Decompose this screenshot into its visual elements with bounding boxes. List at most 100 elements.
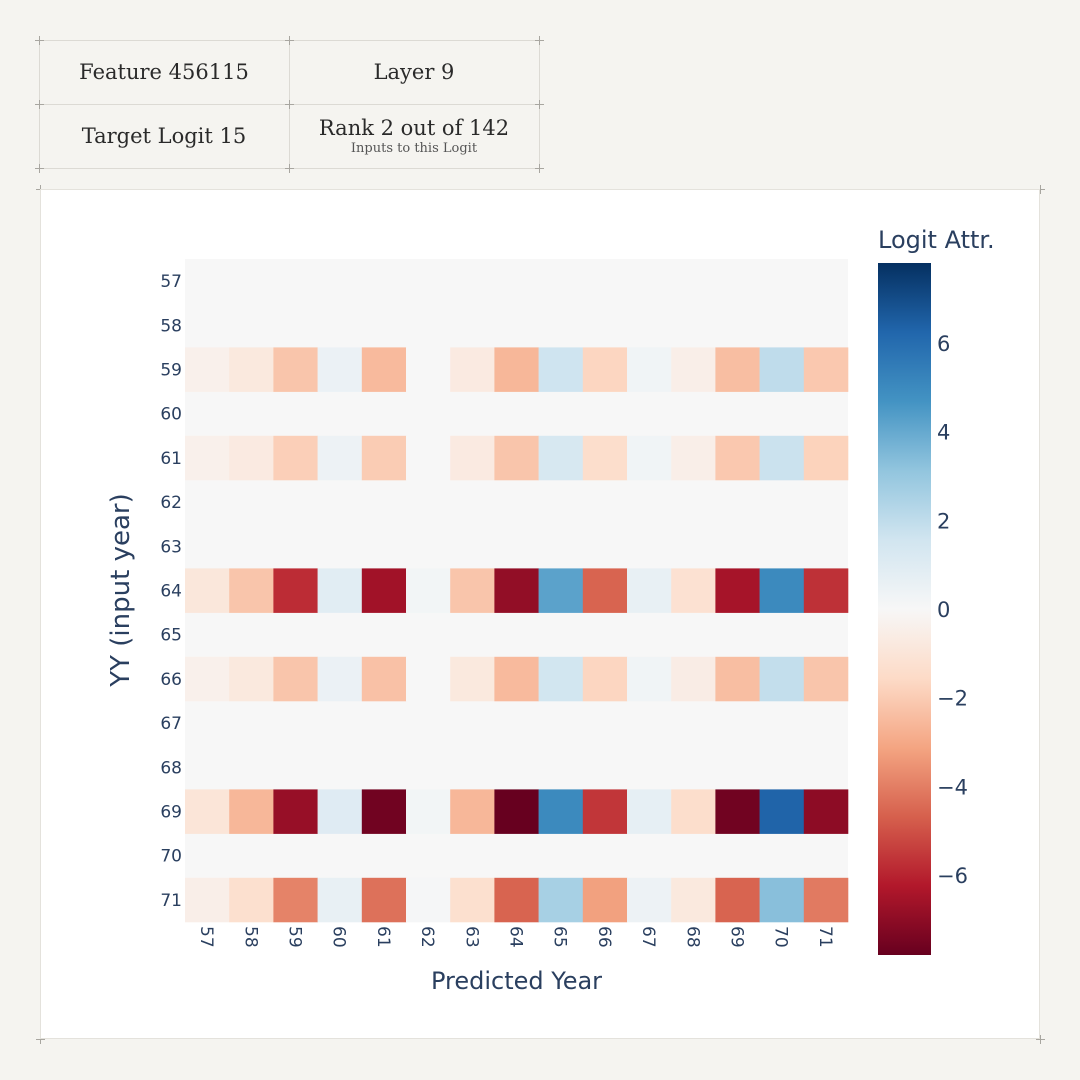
y-tick-label: 58: [160, 316, 182, 336]
heatmap-cell: [803, 435, 849, 481]
y-tick-label: 70: [160, 847, 182, 867]
heatmap-cell: [273, 347, 318, 392]
heatmap-cell: [759, 568, 805, 613]
y-axis-title: YY (input year): [106, 493, 136, 687]
y-tick-label: 69: [160, 803, 182, 823]
corner-mark: [35, 1034, 45, 1044]
rank-cell: Rank 2 out of 142 Inputs to this Logit: [288, 103, 540, 169]
corner-mark: [34, 99, 44, 109]
feature-info-table: Feature 456115 Layer 9 Target Logit 15 R…: [38, 39, 540, 169]
corner-mark: [534, 163, 544, 173]
heatmap-cell: [759, 789, 805, 834]
corner-mark: [284, 35, 294, 45]
heatmap-cell: [627, 435, 672, 481]
heatmap-cell: [538, 347, 584, 392]
heatmap-cell: [627, 789, 672, 834]
colorbar: [878, 263, 931, 955]
heatmap-cell: [229, 568, 274, 613]
heatmap-cell: [450, 877, 495, 923]
x-tick-label: 57: [196, 926, 216, 948]
y-tick-label: 59: [160, 361, 182, 381]
heatmap-cell: [582, 435, 628, 481]
y-tick-label: 60: [160, 405, 182, 425]
heatmap-cell: [627, 568, 672, 613]
chart-card: 57 58 59 60 61 62 63 64 65 66 67 68 69 70 71 57 58 59 60 6…: [40, 189, 1040, 1039]
corner-mark: [534, 99, 544, 109]
heatmap-cell: [671, 347, 716, 392]
colorbar-tick-label: 2: [937, 509, 950, 533]
heatmap-cell: [229, 435, 274, 481]
heatmap-cell: [494, 435, 539, 481]
layer-label: Layer 9: [373, 60, 455, 84]
heatmap-cell: [229, 877, 274, 923]
heatmap-cell: [494, 347, 539, 392]
heatmap-cell: [759, 656, 805, 702]
heatmap-cell: [538, 789, 584, 834]
y-tick-label: 62: [160, 493, 182, 513]
heatmap-cell: [759, 347, 805, 392]
heatmap-cell: [759, 435, 805, 481]
rank-label: Rank 2 out of 142: [318, 116, 510, 140]
heatmap-cell: [715, 435, 760, 481]
heatmap-cell: [494, 877, 539, 923]
heatmap-cell: [406, 435, 451, 481]
x-tick-label: 65: [550, 926, 570, 948]
x-tick-label: 58: [240, 926, 260, 948]
corner-mark: [1035, 1034, 1045, 1044]
heatmap-cell: [317, 656, 363, 702]
heatmap-cell: [715, 877, 760, 923]
heatmap-cell: [582, 568, 628, 613]
heatmap-cell: [185, 656, 230, 702]
heatmap-cell: [185, 347, 230, 392]
x-tick-label: 59: [285, 926, 305, 948]
heatmap-cell: [361, 877, 407, 923]
heatmap-cell: [627, 877, 672, 923]
x-tick-label: 66: [594, 926, 614, 948]
corner-mark: [34, 35, 44, 45]
heatmap-cell: [582, 789, 628, 834]
x-tick-label: 61: [373, 926, 393, 948]
heatmap-cell: [582, 656, 628, 702]
x-axis-title: Predicted Year: [431, 967, 602, 995]
x-tick-label: 64: [506, 926, 526, 948]
heatmap-cell: [671, 568, 716, 613]
corner-mark: [1035, 184, 1045, 194]
colorbar-tick-label: 6: [937, 332, 950, 356]
heatmap-cell: [671, 435, 716, 481]
heatmap-cell: [185, 568, 230, 613]
colorbar-tick-label: 4: [937, 421, 950, 445]
heatmap-cell: [803, 568, 849, 613]
heatmap-cell: [229, 789, 274, 834]
feature-label: Feature 456115: [79, 60, 249, 84]
colorbar-tick-label: −2: [937, 687, 968, 711]
y-tick-label: 67: [160, 714, 182, 734]
heatmap-cell: [273, 877, 318, 923]
heatmap-cell: [185, 435, 230, 481]
heatmap-cell: [450, 568, 495, 613]
heatmap-cell: [494, 789, 539, 834]
heatmap-cell: [273, 568, 318, 613]
heatmap-cell: [273, 435, 318, 481]
heatmap-cell: [229, 347, 274, 392]
heatmap-cell: [494, 568, 539, 613]
heatmap-cell: [406, 568, 451, 613]
heatmap-cell: [494, 656, 539, 702]
layer-cell: Layer 9: [288, 39, 540, 105]
target-logit-label: Target Logit 15: [81, 124, 247, 148]
x-tick-label: 70: [771, 926, 791, 948]
heatmap-cell: [450, 789, 495, 834]
heatmap-cell: [361, 435, 407, 481]
heatmap-cell: [715, 656, 760, 702]
x-tick-label: 71: [815, 926, 835, 948]
corner-mark: [534, 35, 544, 45]
colorbar-tick-label: 0: [937, 598, 950, 622]
colorbar-tick-label: −6: [937, 864, 968, 888]
y-tick-label: 63: [160, 537, 182, 557]
heatmap-cell: [361, 347, 407, 392]
heatmap-cell: [671, 789, 716, 834]
heatmap-cell: [538, 656, 584, 702]
target-logit-cell: Target Logit 15: [38, 103, 290, 169]
heatmap-cell: [450, 347, 495, 392]
x-tick-label: 69: [727, 926, 747, 948]
heatmap-cell: [185, 877, 230, 923]
